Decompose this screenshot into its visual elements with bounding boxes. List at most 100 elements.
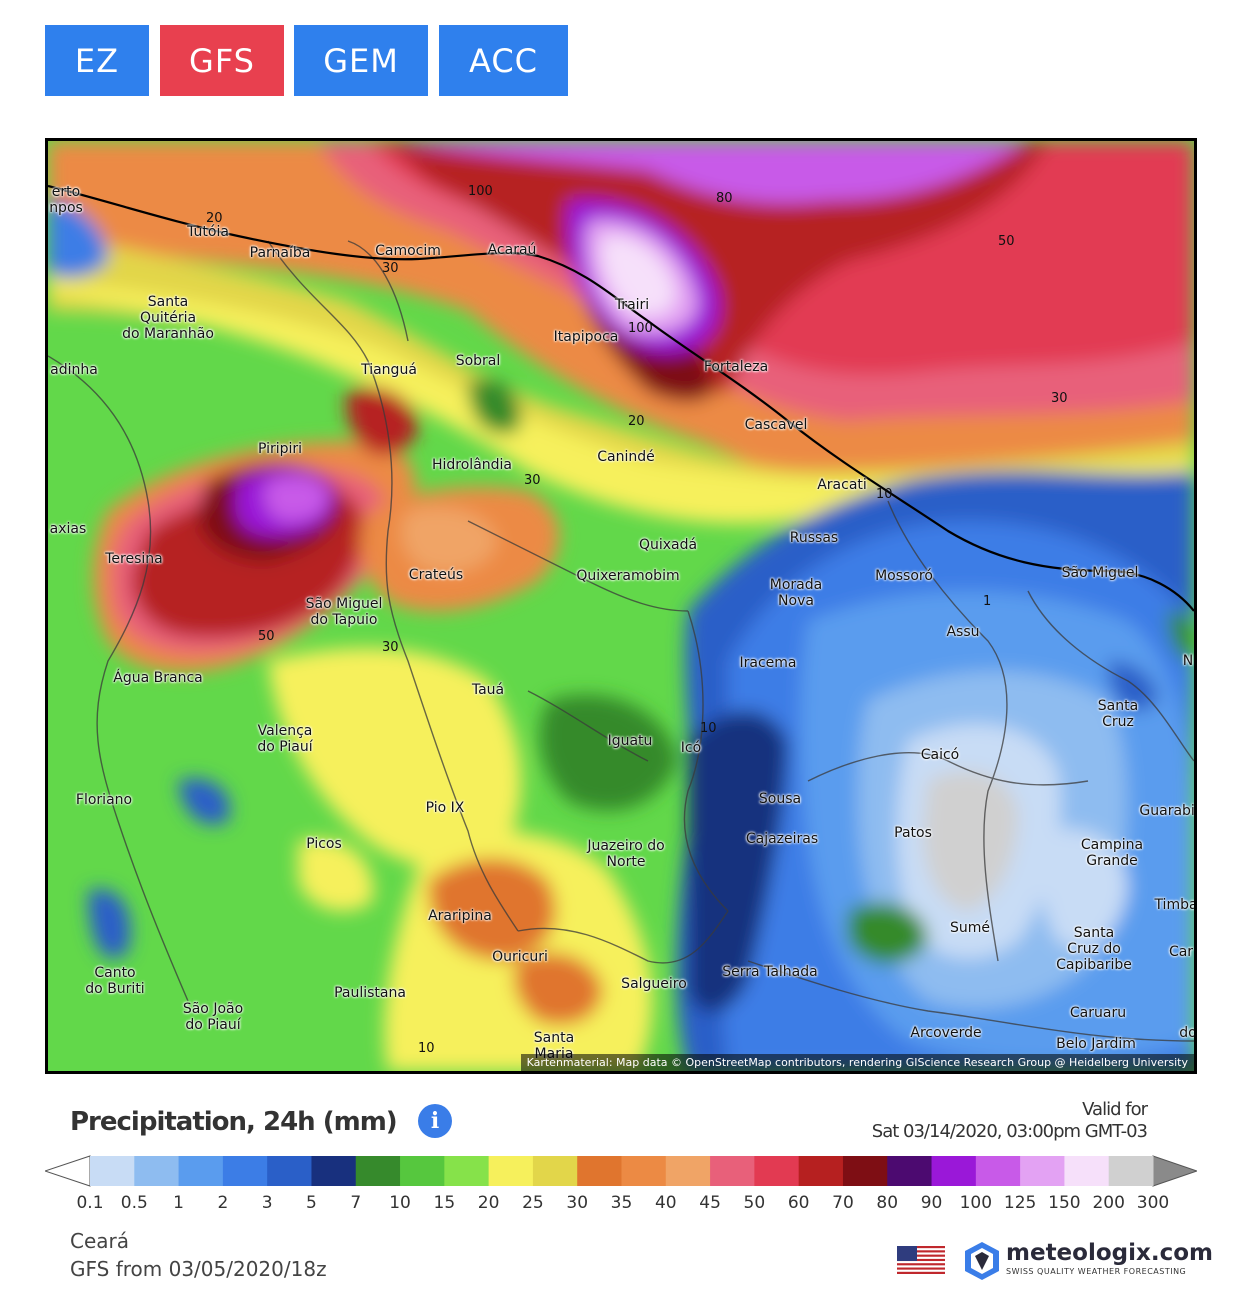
us-flag-icon[interactable] (897, 1246, 945, 1274)
scale-swatch (887, 1156, 933, 1186)
scale-tick-label: 125 (1003, 1193, 1037, 1213)
scale-swatch (311, 1156, 357, 1186)
precipitation-map[interactable]: 20 30 100 80 50 100 30 20 30 10 50 30 1 … (45, 138, 1197, 1074)
city-label: Iguatu (607, 733, 653, 749)
city-label: Sobral (455, 353, 501, 369)
scale-tick-label: 5 (306, 1193, 317, 1213)
scale-tick-label: 20 (477, 1193, 500, 1213)
city-label: São Miguel (1061, 565, 1139, 581)
city-label: Parnaíba (249, 245, 311, 261)
region-name: Ceará (70, 1229, 130, 1253)
color-scale (45, 1155, 1197, 1187)
city-label: Caruaru (1069, 1005, 1127, 1021)
scale-tick-label: 30 (566, 1193, 589, 1213)
contour-label: 30 (382, 261, 399, 276)
city-label: N (1182, 653, 1194, 669)
city-label: Crateús (408, 567, 464, 583)
scale-tick-label: 80 (876, 1193, 899, 1213)
scale-tick-label: 200 (1092, 1193, 1125, 1213)
contour-label: 1 (983, 594, 992, 609)
scale-swatch (710, 1156, 755, 1186)
city-label: Russas (789, 530, 839, 546)
scale-tick-label: 150 (1048, 1193, 1081, 1213)
city-label: Serra Talhada (722, 964, 818, 980)
city-label: São Miguel do Tapuio (305, 596, 383, 628)
footer-info: Ceará GFS from 03/05/2020/18z (70, 1227, 327, 1283)
city-label: Floriano (75, 792, 133, 808)
city-label: Santa Cruz do Capibaribe (1056, 925, 1132, 973)
scale-tick-label: 2 (217, 1193, 229, 1213)
contour-label: 100 (628, 321, 653, 336)
city-label: Mossoró (875, 568, 933, 584)
scale-swatch (931, 1156, 977, 1186)
city-label: adinha (50, 362, 98, 378)
contour-label: 20 (206, 211, 223, 226)
tab-ez[interactable]: EZ (45, 25, 149, 96)
city-label: Teresina (105, 551, 163, 567)
scale-tick-label: 40 (654, 1193, 677, 1213)
city-label: Arcoverde (910, 1025, 982, 1041)
city-label: Tutóia (187, 224, 229, 240)
city-label: Picos (306, 836, 342, 852)
contour-label: 30 (382, 640, 399, 655)
scale-swatch (134, 1156, 180, 1186)
city-label: Valença do Piauí (257, 723, 313, 755)
scale-swatch (444, 1156, 490, 1186)
tab-gfs[interactable]: GFS (160, 25, 284, 96)
city-label: Icó (680, 740, 702, 756)
city-label: Quixadá (638, 537, 698, 553)
scale-tick-label: 90 (920, 1193, 943, 1213)
scale-tick-label: 1 (173, 1193, 184, 1213)
scale-tick-label: 60 (787, 1193, 810, 1213)
scale-swatch (798, 1156, 844, 1186)
city-label: erto npos (49, 184, 83, 216)
city-label: Sumé (949, 920, 991, 936)
scale-swatch (621, 1156, 667, 1186)
city-label: São João do Piauí (182, 1001, 244, 1033)
legend-title: Precipitation, 24h (mm) (70, 1107, 398, 1137)
scale-tick-label: 0.5 (120, 1193, 148, 1213)
model-run: GFS from 03/05/2020/18z (70, 1257, 327, 1281)
brand-name[interactable]: meteologix.com (1006, 1240, 1213, 1266)
city-label: do (1179, 1025, 1197, 1041)
scale-tick-label: 50 (743, 1193, 766, 1213)
scale-tick-label: 0.1 (76, 1193, 104, 1213)
city-label: Juazeiro do Norte (587, 838, 665, 870)
city-label: Água Branca (113, 670, 203, 686)
scale-swatch (842, 1156, 888, 1186)
scale-swatch (355, 1156, 401, 1186)
scale-tick-label: 35 (610, 1193, 633, 1213)
city-label: Morada Nova (769, 577, 823, 609)
scale-swatch (178, 1156, 224, 1186)
city-label: Itapipoca (553, 329, 619, 345)
scale-tick-label: 100 (959, 1193, 993, 1213)
city-label: Cajazeiras (745, 831, 819, 847)
tab-acc[interactable]: ACC (439, 25, 568, 96)
contour-label: 10 (876, 487, 893, 502)
scale-tick-label: 25 (522, 1193, 544, 1213)
city-label: Santa Quitéria do Maranhão (122, 294, 214, 342)
city-label: Car (1168, 944, 1194, 960)
valid-label: Valid for (1082, 1099, 1148, 1120)
city-label: Camocim (375, 243, 441, 259)
tab-gem[interactable]: GEM (294, 25, 428, 96)
contour-label: 20 (628, 414, 645, 429)
scale-tick-label: 300 (1136, 1193, 1170, 1213)
scale-swatch (90, 1156, 135, 1186)
city-label: Trairi (614, 297, 650, 313)
scale-swatch (665, 1156, 711, 1186)
scale-tick-label: 45 (699, 1193, 721, 1213)
city-label: Santa Cruz (1097, 698, 1139, 730)
scale-tick-label: 15 (433, 1193, 456, 1213)
city-label: Tianguá (361, 362, 417, 378)
city-label: Cascavel (744, 417, 808, 433)
scale-swatch (754, 1156, 800, 1186)
contour-label: 10 (418, 1041, 435, 1056)
scale-tick-label: 10 (389, 1193, 411, 1213)
contour-label: 50 (258, 629, 275, 644)
contour-label: 30 (1051, 391, 1068, 406)
contour-label: 30 (524, 473, 541, 488)
city-label: Canindé (597, 449, 655, 465)
valid-time: Sat 03/14/2020, 03:00pm GMT-03 (871, 1121, 1148, 1142)
info-icon[interactable]: i (418, 1104, 452, 1138)
